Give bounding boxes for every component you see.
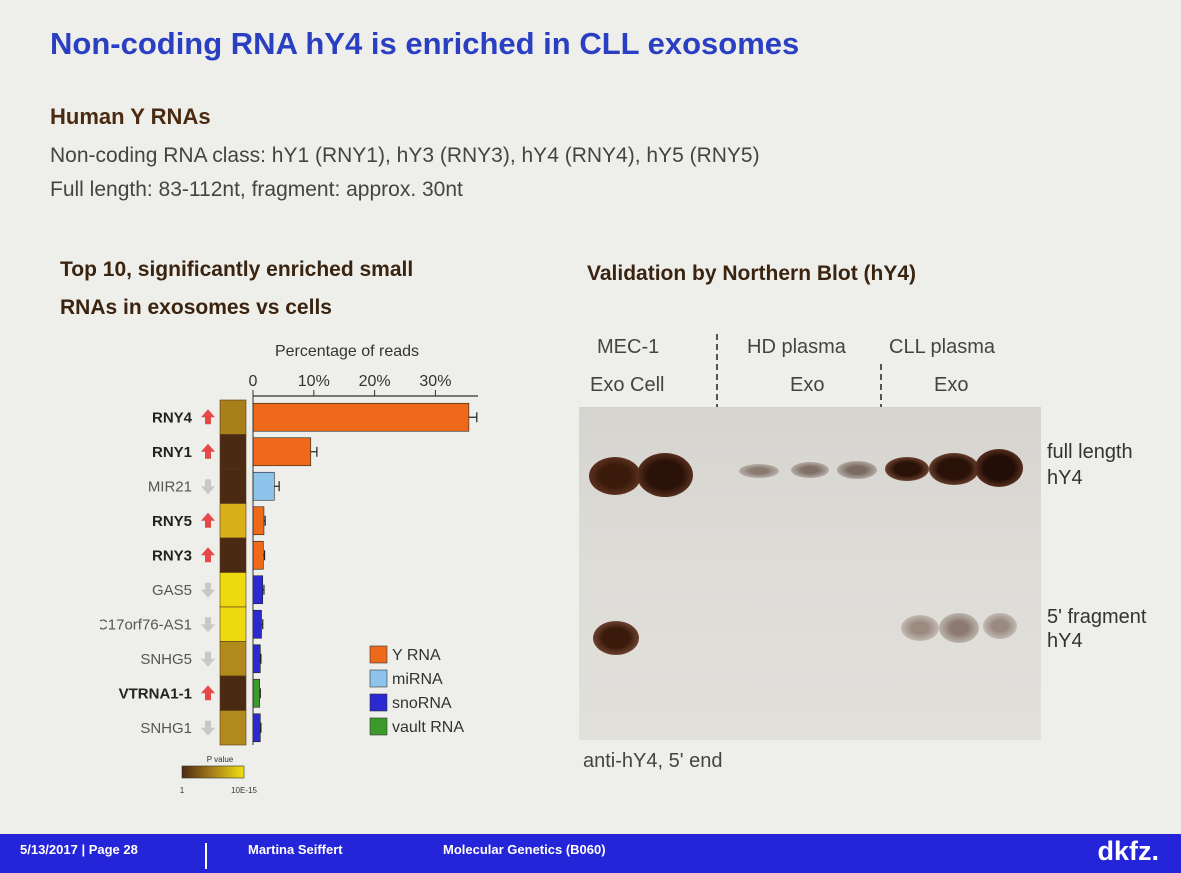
bar xyxy=(252,713,261,743)
northern-blot-image xyxy=(579,407,1041,740)
left-heading-line2: RNAs in exosomes vs cells xyxy=(60,296,332,319)
x-tick-label: 0 xyxy=(249,373,258,390)
blot-band xyxy=(939,613,979,643)
up-arrow-icon xyxy=(201,512,215,528)
down-arrow-icon xyxy=(201,617,215,633)
blot-band xyxy=(929,453,979,485)
section-heading: Human Y RNAs xyxy=(50,104,211,129)
dkfz-logo: dkfz. xyxy=(1097,836,1159,866)
category-label: RNY3 xyxy=(152,547,192,564)
footer-author: Martina Seiffert xyxy=(248,842,343,857)
full-length-label: full length xyxy=(1047,441,1133,463)
category-label: RNY4 xyxy=(152,409,193,426)
x-tick-label: 10% xyxy=(298,373,330,390)
blot-band xyxy=(901,615,939,641)
blot-band xyxy=(837,461,877,479)
down-arrow-icon xyxy=(201,720,215,736)
label-mec1: MEC-1 xyxy=(597,336,660,358)
category-label: RNY1 xyxy=(152,444,192,461)
category-label: C17orf76-AS1 xyxy=(100,616,192,633)
pvalue-cell xyxy=(219,606,247,642)
footer-department: Molecular Genetics (B060) xyxy=(443,842,606,857)
rna-class-line: Non-coding RNA class: hY1 (RNY1), hY3 (R… xyxy=(50,144,760,167)
bar xyxy=(252,402,470,432)
footer-date-page: 5/13/2017 | Page 28 xyxy=(20,842,138,857)
legend-label: miRNA xyxy=(392,671,443,688)
label-exo-hd: Exo xyxy=(790,374,825,396)
pvalue-legend-title: P value xyxy=(207,755,234,764)
blot-band xyxy=(791,462,829,478)
lane-divider xyxy=(716,334,718,410)
lane-divider xyxy=(880,364,882,410)
chart-title: Percentage of reads xyxy=(275,343,419,360)
bar xyxy=(252,678,260,708)
legend-swatch xyxy=(369,693,388,712)
blot-band xyxy=(593,621,639,655)
enrichment-bar-chart: Percentage of reads 0 10% 20% 30% RNY4 RNY1 MIR… xyxy=(100,343,478,795)
pvalue-legend-high: 10E-15 xyxy=(231,786,257,795)
label-hd-plasma: HD plasma xyxy=(747,336,846,358)
pvalue-cell xyxy=(219,503,247,539)
legend-label: vault RNA xyxy=(392,719,464,736)
down-arrow-icon xyxy=(201,582,215,598)
slide-title: Non-coding RNA hY4 is enriched in CLL ex… xyxy=(50,26,800,61)
legend-swatch xyxy=(369,645,388,664)
bar xyxy=(252,609,262,639)
bar xyxy=(252,471,275,501)
blot-band xyxy=(589,457,641,495)
pvalue-cell xyxy=(219,710,247,746)
down-arrow-icon xyxy=(201,479,215,495)
category-label: SNHG1 xyxy=(140,720,192,737)
antibody-note: anti-hY4, 5' end xyxy=(583,750,723,772)
bar xyxy=(252,506,265,536)
pvalue-cell xyxy=(219,572,247,608)
up-arrow-icon xyxy=(201,547,215,563)
up-arrow-icon xyxy=(201,685,215,701)
pvalue-cell xyxy=(219,675,247,711)
fragment-label-2: hY4 xyxy=(1047,630,1083,652)
category-label: MIR21 xyxy=(148,478,192,495)
blot-band xyxy=(637,453,693,497)
label-exo-cell: Exo Cell xyxy=(590,374,665,396)
category-label: RNY5 xyxy=(152,513,192,530)
category-label: GAS5 xyxy=(152,582,192,599)
up-arrow-icon xyxy=(201,443,215,459)
pvalue-cell xyxy=(219,537,247,573)
bar xyxy=(252,540,264,570)
down-arrow-icon xyxy=(201,651,215,667)
footer-divider xyxy=(205,843,207,869)
label-exo-cll: Exo xyxy=(934,374,969,396)
pvalue-cell xyxy=(219,468,247,504)
blot-band xyxy=(983,613,1017,639)
label-cll-plasma: CLL plasma xyxy=(889,336,995,358)
blot-band xyxy=(885,457,929,481)
right-heading: Validation by Northern Blot (hY4) xyxy=(587,262,917,285)
pvalue-cell xyxy=(219,641,247,677)
blot-band xyxy=(739,464,779,478)
blot-band xyxy=(975,449,1023,487)
category-label: VTRNA1-1 xyxy=(119,685,192,702)
left-heading-line1: Top 10, significantly enriched small xyxy=(60,258,414,281)
length-line: Full length: 83-112nt, fragment: approx.… xyxy=(50,178,463,201)
footer-bar: 5/13/2017 | Page 28 Martina Seiffert Mol… xyxy=(0,834,1181,873)
legend-swatch xyxy=(369,717,388,736)
fragment-label: 5' fragment xyxy=(1047,606,1147,628)
x-tick-label: 30% xyxy=(419,373,451,390)
bar xyxy=(252,437,312,467)
full-length-label-2: hY4 xyxy=(1047,467,1083,489)
legend-swatch xyxy=(369,669,388,688)
legend-label: Y RNA xyxy=(392,647,441,664)
legend-label: snoRNA xyxy=(392,695,452,712)
pvalue-legend-low: 1 xyxy=(180,786,185,795)
category-label: SNHG5 xyxy=(140,651,192,668)
bar xyxy=(252,644,261,674)
pvalue-legend-scale xyxy=(181,765,245,779)
up-arrow-icon xyxy=(201,409,215,425)
bar xyxy=(252,575,264,605)
pvalue-cell xyxy=(219,434,247,470)
x-tick-label: 20% xyxy=(359,373,391,390)
pvalue-cell xyxy=(219,399,247,435)
